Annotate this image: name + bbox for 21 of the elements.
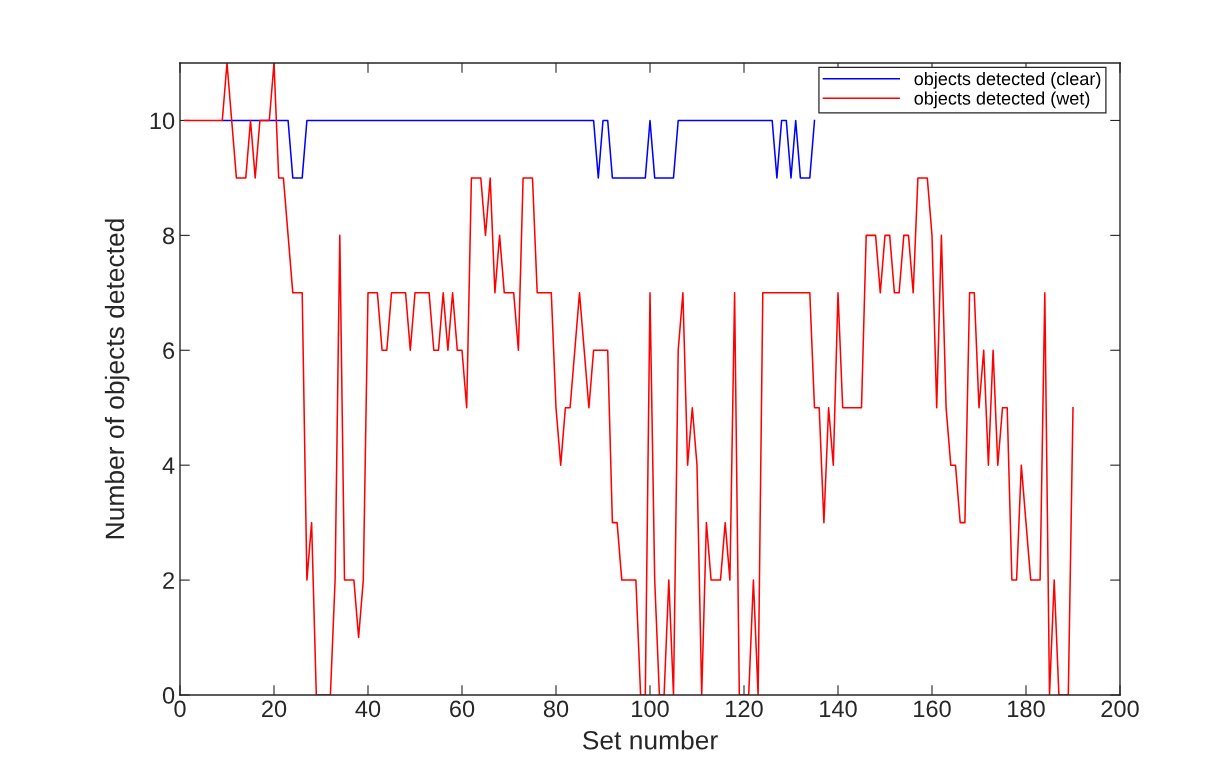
x-tick-label: 60 — [450, 700, 475, 718]
y-tick-label: 6 — [163, 342, 175, 360]
legend-label: objects detected (clear) — [914, 71, 1101, 89]
x-tick-label: 100 — [632, 700, 669, 718]
x-tick-label: 80 — [543, 700, 569, 718]
legend-label: objects detected (wet) — [914, 91, 1090, 109]
y-tick-label: 8 — [163, 227, 175, 245]
y-tick-label: 4 — [162, 457, 175, 474]
x-tick-label: 140 — [820, 700, 857, 718]
x-axis-title: Set number — [583, 730, 718, 750]
x-tick-label: 180 — [1008, 700, 1045, 718]
x-tick-label: 40 — [355, 700, 381, 718]
y-tick-label: 2 — [163, 572, 174, 589]
y-tick-label: 0 — [162, 687, 175, 704]
y-axis-title: Number of objects detected — [104, 219, 130, 539]
y-tick-label: 10 — [150, 112, 175, 130]
x-tick-label: 0 — [174, 700, 186, 718]
x-tick-label: 160 — [914, 700, 951, 718]
x-tick-label: 200 — [1101, 700, 1139, 718]
x-tick-label: 120 — [726, 700, 763, 718]
x-tick-label: 20 — [262, 700, 287, 718]
